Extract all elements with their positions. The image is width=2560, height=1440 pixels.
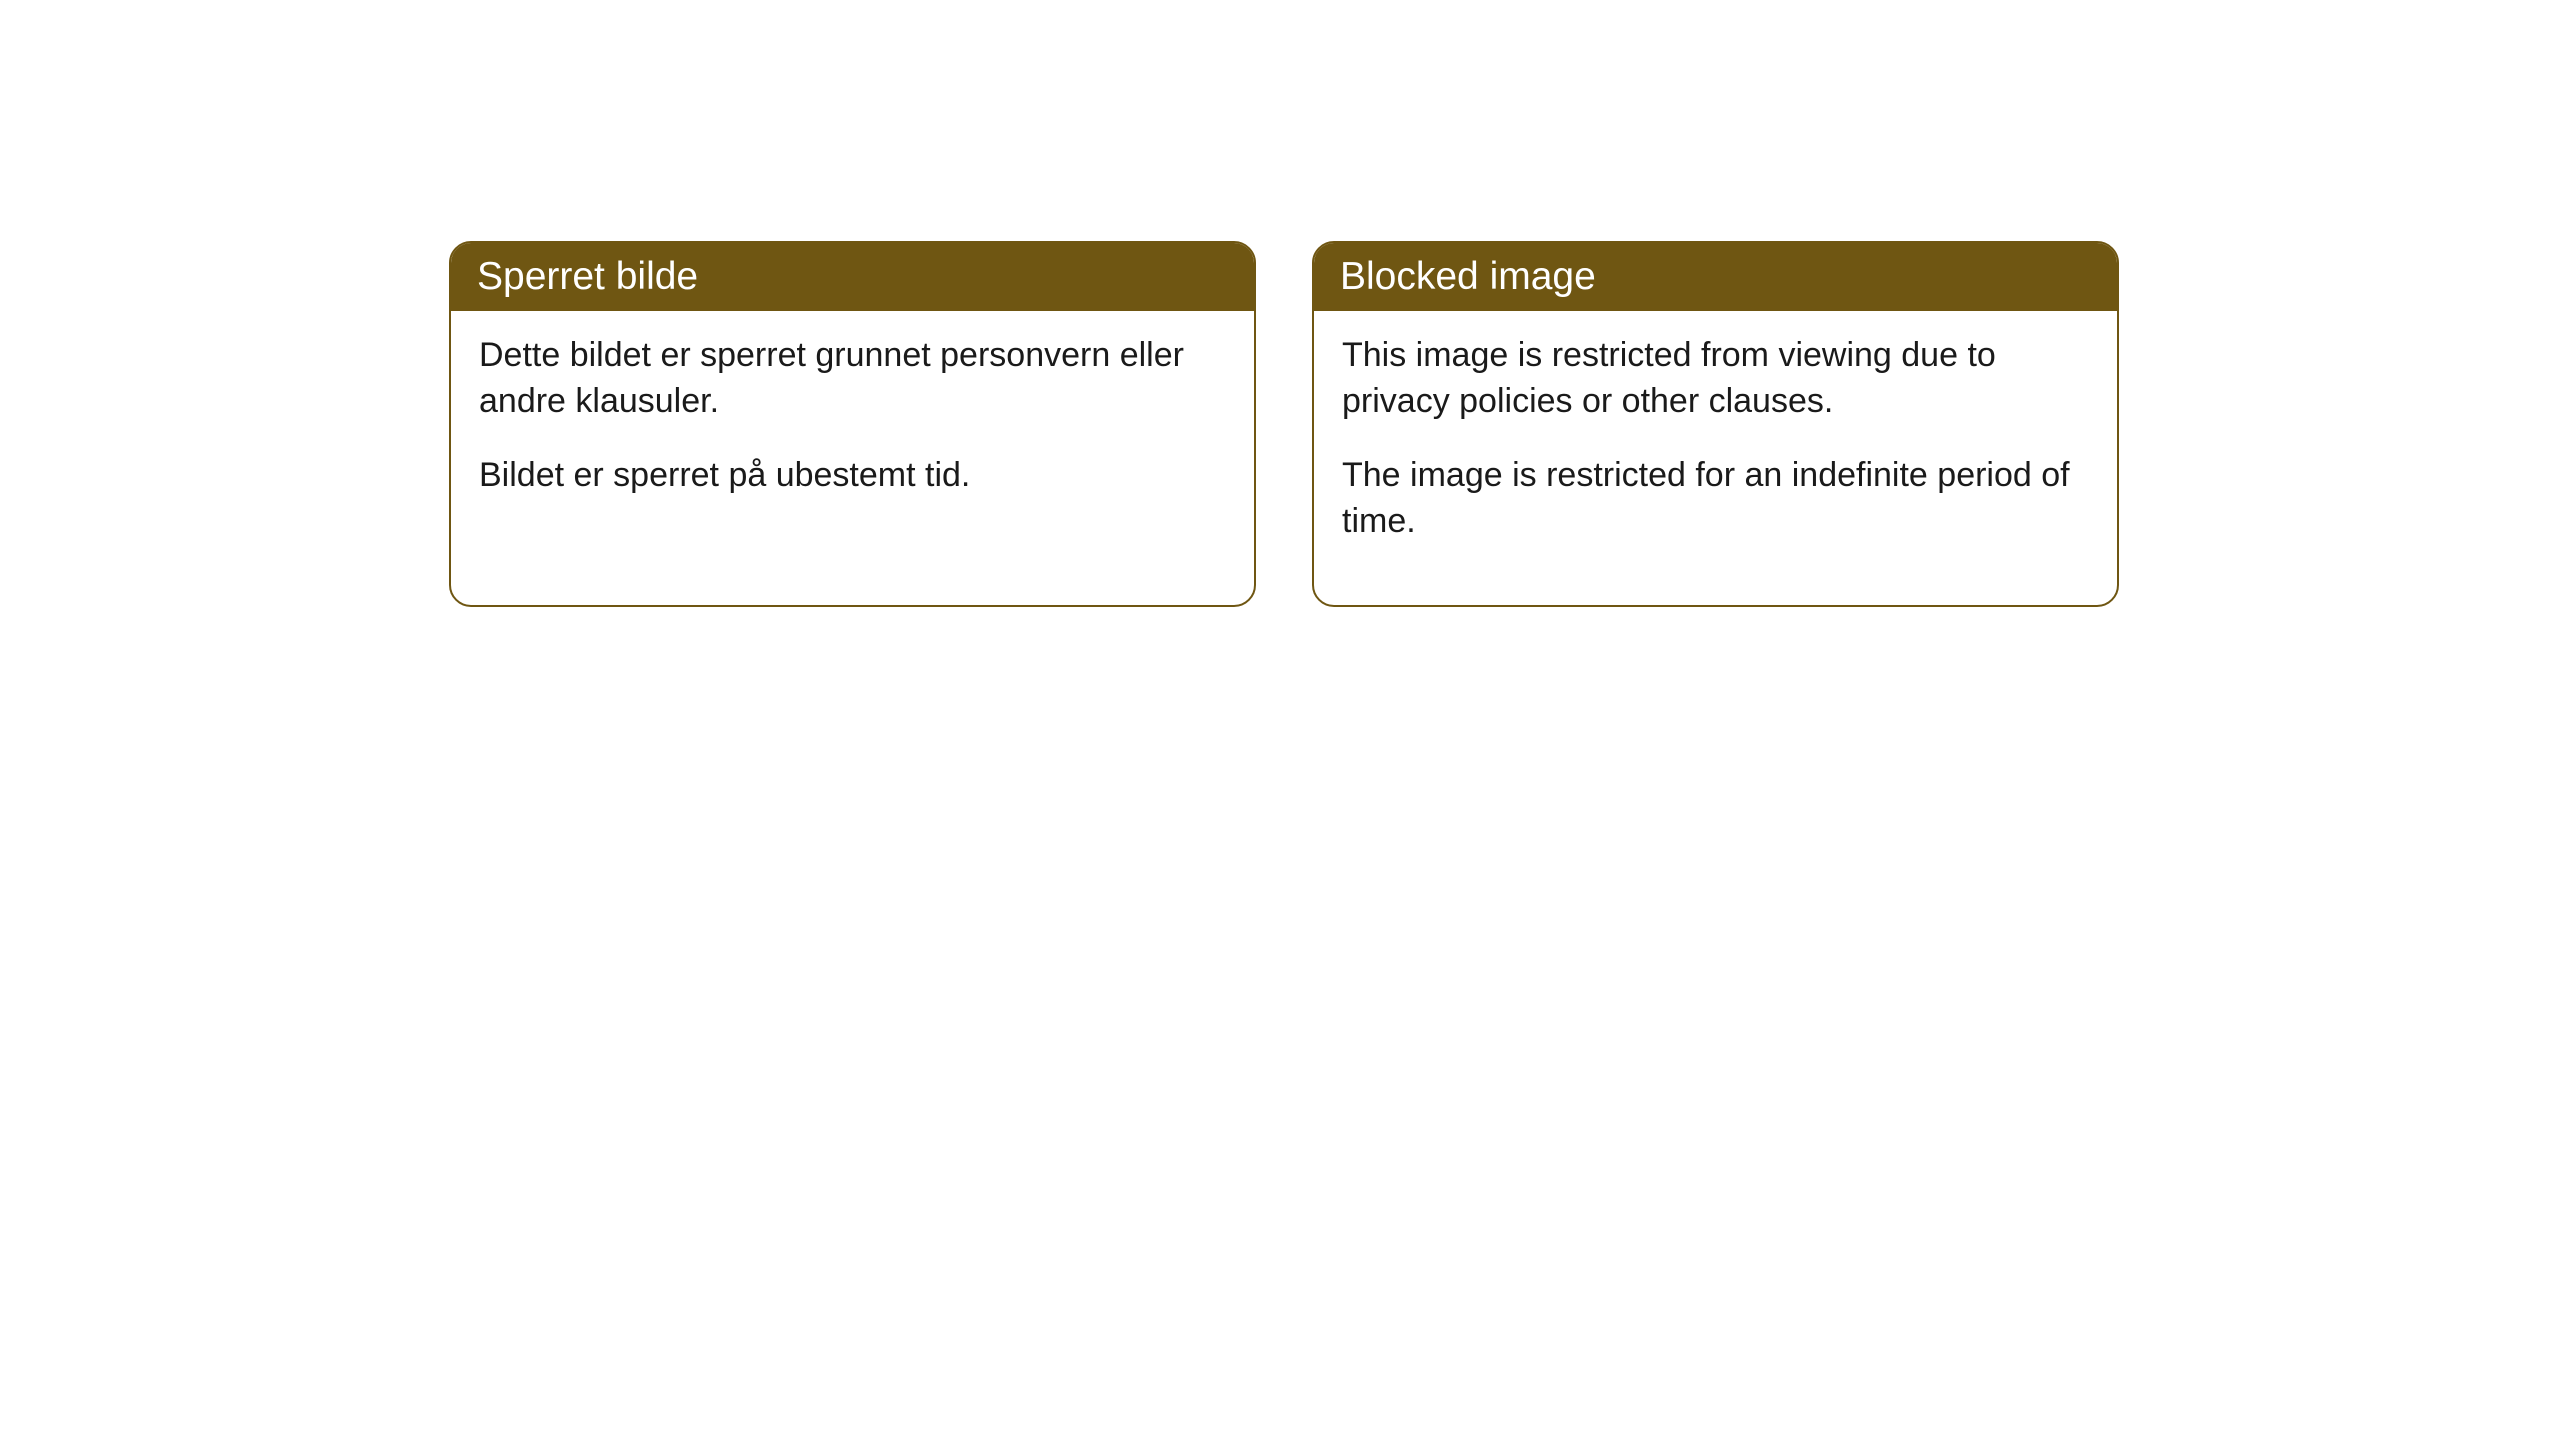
card-body-norwegian: Dette bildet er sperret grunnet personve…: [451, 311, 1254, 559]
card-header-english: Blocked image: [1314, 243, 2117, 311]
card-paragraph-1-norwegian: Dette bildet er sperret grunnet personve…: [479, 333, 1226, 425]
card-body-english: This image is restricted from viewing du…: [1314, 311, 2117, 605]
card-paragraph-2-english: The image is restricted for an indefinit…: [1342, 453, 2089, 545]
card-english: Blocked image This image is restricted f…: [1312, 241, 2119, 607]
card-paragraph-1-english: This image is restricted from viewing du…: [1342, 333, 2089, 425]
card-title-norwegian: Sperret bilde: [477, 255, 698, 298]
card-norwegian: Sperret bilde Dette bildet er sperret gr…: [449, 241, 1256, 607]
card-header-norwegian: Sperret bilde: [451, 243, 1254, 311]
card-paragraph-2-norwegian: Bildet er sperret på ubestemt tid.: [479, 453, 1226, 499]
cards-container: Sperret bilde Dette bildet er sperret gr…: [449, 241, 2119, 607]
card-title-english: Blocked image: [1340, 255, 1596, 298]
